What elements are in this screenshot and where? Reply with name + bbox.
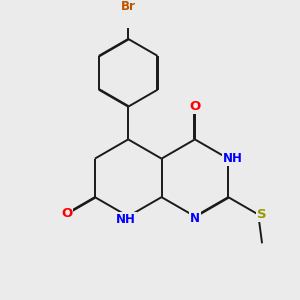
Text: S: S <box>257 208 267 221</box>
Text: O: O <box>189 100 200 113</box>
Text: NH: NH <box>223 152 243 165</box>
Text: N: N <box>190 212 200 225</box>
Text: Br: Br <box>121 0 136 13</box>
Text: O: O <box>61 207 72 220</box>
Text: NH: NH <box>116 213 136 226</box>
